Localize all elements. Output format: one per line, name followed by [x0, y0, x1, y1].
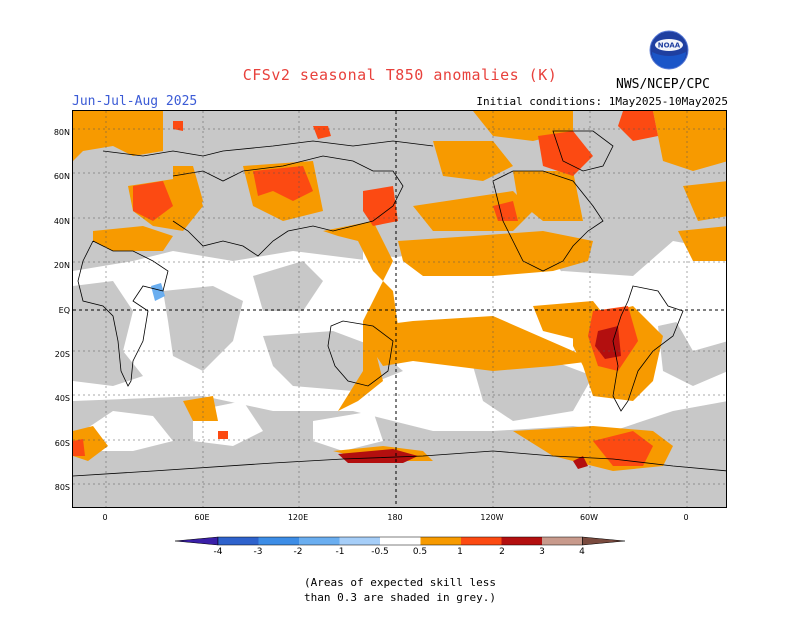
lon-label-60w: 60W	[579, 513, 599, 522]
lon-label-60e: 60E	[194, 513, 210, 522]
colorbar-segment	[501, 537, 542, 545]
lat-label-eq: EQ	[58, 306, 70, 315]
lat-label-40n: 40N	[53, 217, 70, 226]
lat-label-80s: 80S	[54, 483, 70, 492]
agency-label: NWS/NCEP/CPC	[616, 77, 710, 92]
anomaly-05-1	[73, 111, 726, 471]
colorbar-segment	[380, 537, 421, 545]
skill-note: (Areas of expected skill less than 0.3 a…	[0, 575, 800, 605]
colorbar-label-minus2: -2	[293, 547, 303, 557]
season-label: Jun-Jul-Aug 2025	[72, 94, 198, 109]
colorbar-label-1: 1	[457, 547, 463, 557]
noaa-logo: NOAA	[649, 30, 689, 70]
colorbar-segment	[420, 537, 461, 545]
graticule	[73, 111, 726, 507]
colorbar-label-minus3: -3	[253, 547, 263, 557]
anomaly-map	[72, 110, 727, 508]
skill-note-line2: than 0.3 are shaded in grey.)	[303, 591, 497, 604]
colorbar-label-2: 2	[499, 547, 505, 557]
colorbar-arrow-left	[175, 536, 219, 546]
anomaly-1-2	[73, 111, 658, 466]
colorbar-arrow-right	[582, 536, 625, 546]
logo-text: NOAA	[658, 42, 681, 50]
colorbar-segment	[339, 537, 380, 545]
anomaly-negative	[151, 283, 165, 301]
lon-label-0-east: 0	[683, 513, 689, 522]
lat-label-60s: 60S	[54, 439, 70, 448]
colorbar	[175, 536, 625, 546]
colorbar-label-3: 3	[539, 547, 545, 557]
lon-label-120w: 120W	[480, 513, 504, 522]
lon-label-120e: 120E	[287, 513, 309, 522]
chart-title: CFSv2 seasonal T850 anomalies (K)	[242, 66, 558, 84]
skill-note-line1: (Areas of expected skill less	[303, 576, 497, 589]
initial-conditions-label: Initial conditions: 1May2025-10May2025	[476, 95, 728, 108]
colorbar-label-minus1: -1	[335, 547, 345, 557]
lat-label-20n: 20N	[53, 261, 70, 270]
lat-label-60n: 60N	[53, 172, 70, 181]
lon-label-180: 180	[387, 513, 403, 522]
colorbar-label-minus05: -0.5	[371, 547, 389, 557]
colorbar-label-minus4: -4	[213, 547, 223, 557]
colorbar-segment	[461, 537, 502, 545]
lat-label-80n: 80N	[53, 128, 70, 137]
colorbar-label-05: 0.5	[412, 547, 428, 557]
colorbar-segment	[218, 537, 259, 545]
colorbar-label-4: 4	[579, 547, 585, 557]
lat-label-20s: 20S	[54, 350, 70, 359]
colorbar-segment	[542, 537, 583, 545]
colorbar-segment	[258, 537, 299, 545]
coastlines	[73, 130, 726, 477]
lon-label-0: 0	[102, 513, 108, 522]
colorbar-outline	[217, 536, 583, 546]
map-canvas	[73, 111, 726, 507]
lat-label-40s: 40S	[54, 394, 70, 403]
colorbar-segment	[299, 537, 340, 545]
equator-dateline	[73, 111, 726, 507]
